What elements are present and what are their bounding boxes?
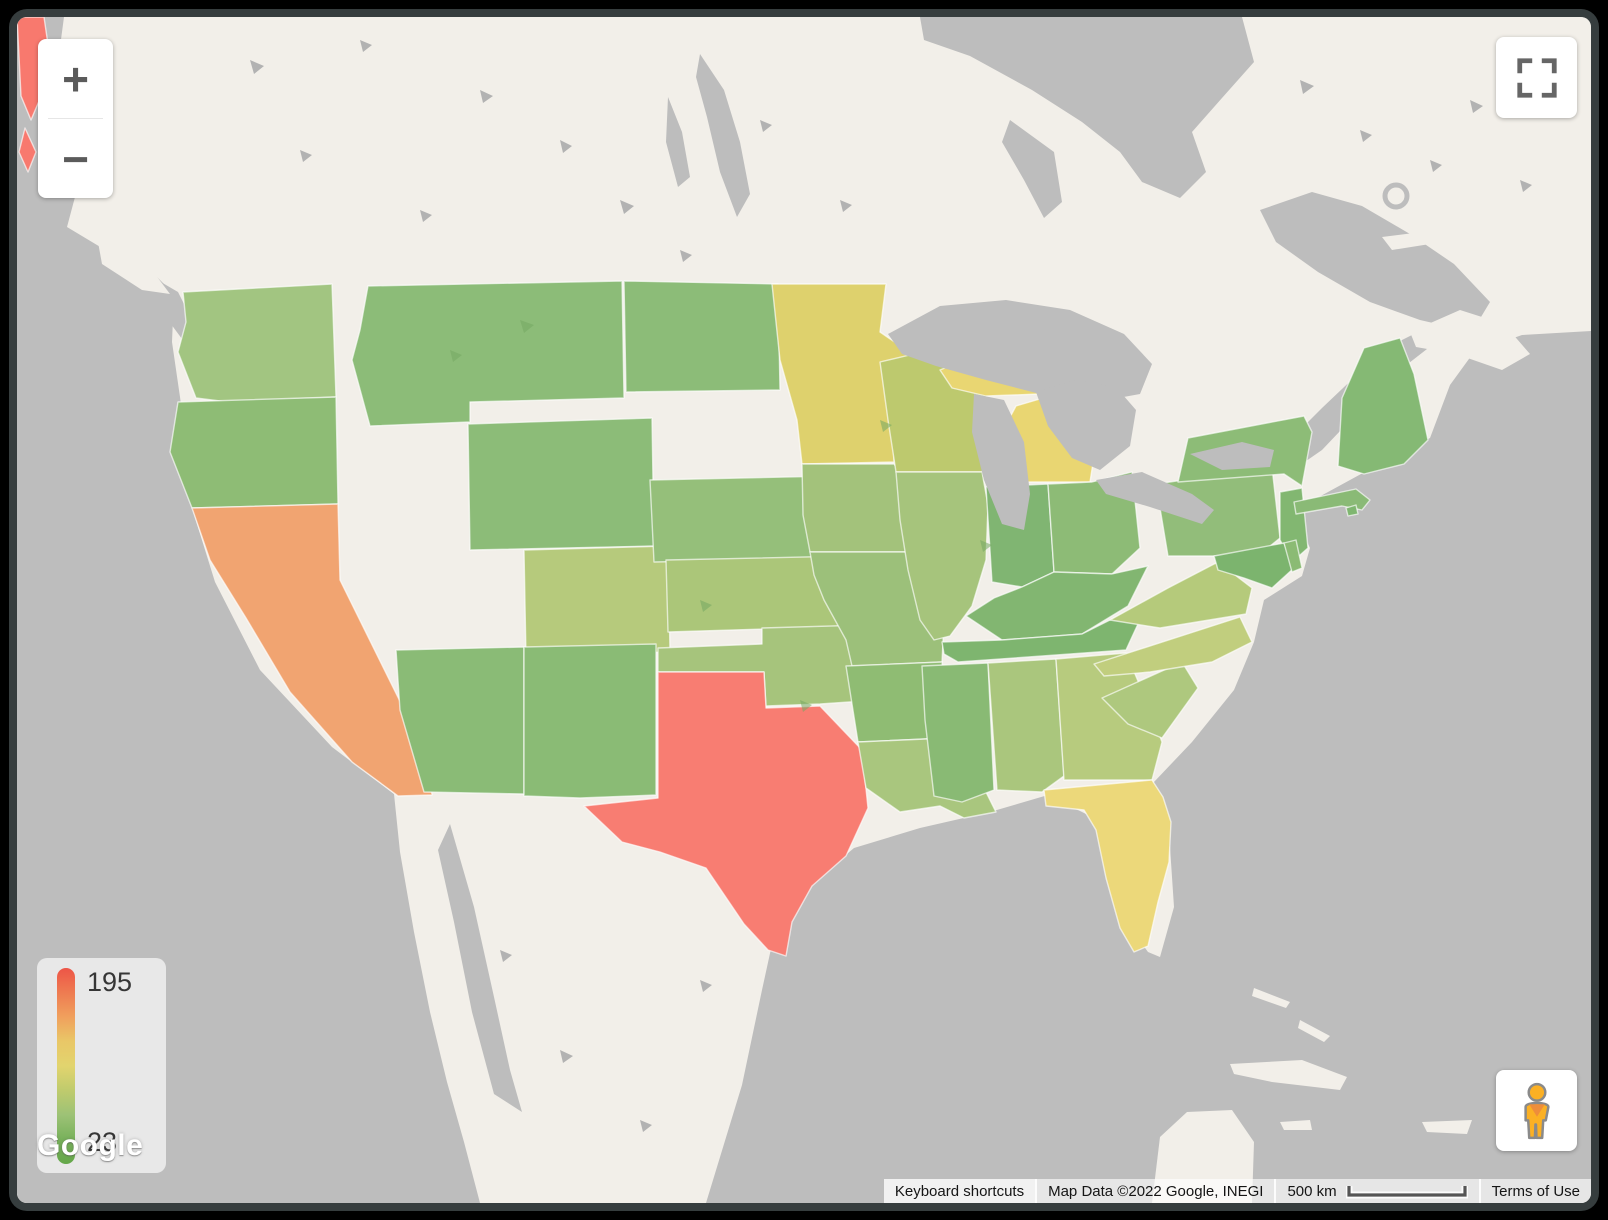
state-AL[interactable] [987,658,1065,793]
map-viewport[interactable]: + − 195 23 Google Keyboa [17,17,1591,1203]
atlantic-gulf-ocean [706,331,1591,1203]
gulf-of-st-lawrence [1260,192,1490,332]
google-logo[interactable]: Google [37,1129,144,1162]
state-MT[interactable] [351,280,625,427]
state-VA[interactable] [1109,561,1253,629]
zoom-control-divider [48,118,103,119]
state-OR[interactable] [169,396,339,509]
choropleth-map[interactable] [17,17,1591,1203]
lake-ontario [1190,442,1274,470]
state-DE[interactable] [1283,539,1303,573]
lake-michigan [972,394,1030,530]
state-ME[interactable] [1337,337,1429,475]
james-bay [1002,120,1062,218]
state-CA[interactable] [191,503,433,797]
jamaica [1280,1120,1312,1130]
state-MS[interactable] [921,662,995,803]
fullscreen-corners-icon [1516,57,1557,98]
scale-control: 500 km [1274,1179,1479,1203]
color-scale-legend: 195 23 [37,958,166,1173]
legend-min-value: 23 [87,1127,118,1157]
state-WA[interactable] [177,283,337,403]
pegman-icon [1523,1082,1550,1139]
hispaniola [1422,1120,1472,1134]
map-data-attribution: Map Data ©2022 Google, INEGI [1035,1179,1275,1203]
window-frame: + − 195 23 Google Keyboa [9,9,1599,1211]
legend-max-value: 195 [87,967,133,997]
state-CO[interactable] [523,545,671,657]
zoom-out-button[interactable]: − [62,132,89,185]
state-ND[interactable] [623,280,781,393]
gulf-of-california [438,824,522,1112]
state-TX[interactable] [583,671,869,957]
manicouagan-lake-ring [1382,182,1410,210]
pacific-ocean [17,17,480,1203]
lake-erie [1096,472,1214,524]
lake-superior [888,300,1152,402]
lake-winnipegosis [666,97,690,187]
nova-scotia [1410,310,1530,370]
state-NM[interactable] [523,643,657,799]
zoom-in-button[interactable]: + [62,52,89,105]
scale-label: 500 km [1287,1182,1337,1200]
terms-of-use-link[interactable]: Terms of Use [1478,1179,1591,1203]
vancouver-island [98,242,170,294]
attribution-bar: Keyboard shortcuts Map Data ©2022 Google… [883,1179,1591,1203]
street-view-pegman-button[interactable] [1496,1070,1577,1151]
zoom-control: + − [38,39,113,198]
hudson-bay [920,17,1254,198]
state-AZ[interactable] [395,646,525,795]
fullscreen-button[interactable] [1496,37,1577,118]
lake-huron [1036,380,1136,470]
state-NC[interactable] [1093,616,1253,677]
anticosti-island [1382,232,1430,250]
legend-gradient-bar [57,968,75,1164]
bahamas [1252,988,1330,1042]
scale-bar-icon [1345,1186,1468,1199]
lake-winnipeg [696,54,750,217]
state-WY[interactable] [467,417,655,551]
state-FL[interactable] [1043,779,1172,953]
keyboard-shortcuts-button[interactable]: Keyboard shortcuts [883,1179,1036,1203]
state-RI[interactable] [1345,504,1359,517]
cuba [1230,1060,1347,1090]
